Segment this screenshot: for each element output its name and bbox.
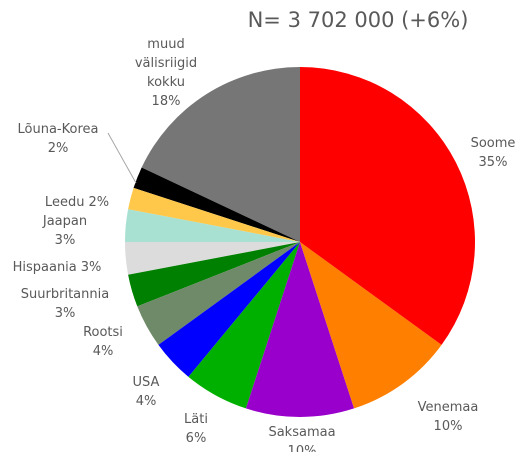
pie-slice — [245, 242, 355, 417]
category-label: Lõuna-Korea — [17, 122, 99, 137]
value-label: 3% — [54, 306, 76, 321]
value-label: 4% — [92, 344, 114, 359]
pie-slice — [141, 66, 300, 242]
pie-slice — [125, 209, 300, 242]
value-label: 10% — [433, 419, 463, 434]
data-label: Hispaania 3% — [13, 258, 102, 277]
data-label: Jaapan 3% — [43, 212, 87, 250]
data-label: Rootsi 4% — [83, 323, 123, 361]
value-label: 10% — [287, 444, 317, 452]
data-label: Soome 35% — [471, 134, 516, 172]
value-label: 2% — [88, 195, 110, 210]
pie-slice — [158, 242, 300, 377]
value-label: 3% — [54, 233, 76, 248]
pie-slice — [300, 67, 475, 345]
data-label: muud välisriigid kokku 18% — [121, 35, 211, 111]
pie-slice — [137, 242, 300, 345]
category-label: Jaapan — [42, 214, 88, 229]
category-label: Suurbritannia — [20, 287, 110, 302]
category-label: muud välisriigid kokku — [134, 37, 198, 90]
chart-title: N= 3 702 000 (+6%) — [247, 8, 469, 32]
category-label: USA — [132, 375, 160, 390]
data-label: Venemaa 10% — [418, 398, 479, 436]
pie-slice — [128, 187, 300, 242]
category-label: Soome — [470, 136, 516, 151]
pie-slice — [128, 242, 300, 307]
leader-line — [107, 132, 137, 184]
value-label: 35% — [478, 155, 508, 170]
data-label: Lõuna-Korea 2% — [18, 120, 99, 158]
data-label: Leedu 2% — [45, 193, 109, 212]
data-label: Suurbritannia 3% — [21, 285, 109, 323]
pie-slice — [188, 242, 300, 409]
pie-slice — [125, 242, 300, 275]
data-label: USA 4% — [133, 373, 160, 411]
category-label: Läti — [184, 412, 208, 427]
category-label: Leedu — [44, 195, 85, 210]
value-label: 6% — [185, 431, 207, 446]
pie-slice — [300, 242, 442, 409]
value-label: 3% — [80, 260, 102, 275]
category-label: Hispaania — [12, 260, 77, 275]
category-label: Venemaa — [417, 400, 479, 415]
data-label: Läti 6% — [184, 410, 208, 448]
data-label: Saksamaa 10% — [268, 423, 335, 452]
value-label: 2% — [47, 141, 69, 156]
pie-slice — [133, 167, 300, 242]
value-label: 4% — [135, 394, 157, 409]
category-label: Rootsi — [83, 325, 123, 340]
category-label: Saksamaa — [268, 425, 336, 440]
value-label: 18% — [151, 94, 181, 109]
